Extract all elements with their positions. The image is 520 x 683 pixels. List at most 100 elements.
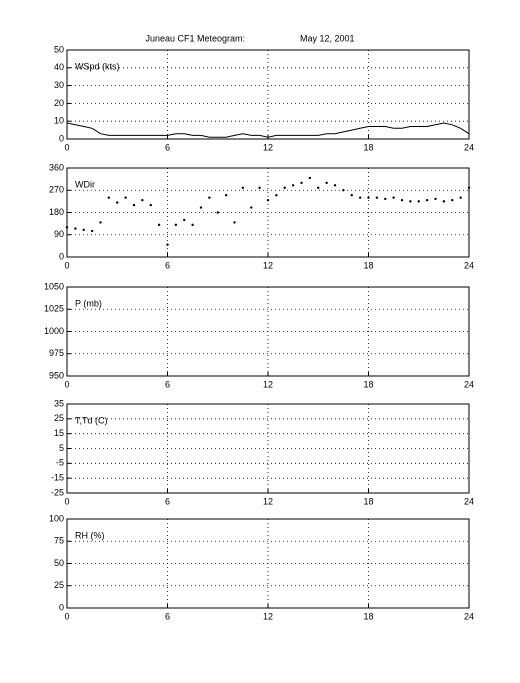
series-point: [317, 186, 320, 189]
x-tick-label: 18: [363, 142, 373, 152]
series-point: [375, 196, 379, 199]
y-tick-label: 30: [54, 80, 64, 90]
series-point: [308, 176, 312, 180]
series-point: [451, 198, 454, 202]
series-line: [66, 122, 470, 138]
x-tick-label: 18: [363, 260, 373, 270]
x-tick-label: 12: [263, 142, 273, 152]
series-point: [224, 193, 228, 197]
series-point: [216, 211, 219, 214]
series-point: [275, 193, 278, 197]
y-tick-label: 1000: [44, 326, 64, 336]
y-tick-label: 40: [54, 62, 64, 72]
series-point: [392, 196, 395, 199]
series-point: [333, 184, 337, 187]
y-tick-label: 0: [59, 251, 64, 261]
y-tick-label: 950: [49, 370, 64, 380]
x-tick-label: 12: [263, 379, 273, 389]
y-tick-label: 5: [59, 443, 64, 453]
series-point: [82, 228, 85, 232]
series-point: [183, 218, 186, 222]
series-point: [350, 193, 353, 197]
y-tick-label: 25: [54, 580, 64, 590]
series-point: [367, 196, 370, 199]
series-point: [409, 200, 412, 203]
series-point: [459, 196, 462, 199]
y-tick-label: 25: [54, 413, 64, 423]
x-tick-label: 18: [363, 379, 373, 389]
series-point: [342, 189, 345, 192]
y-tick-label: 1025: [44, 304, 64, 314]
x-tick-label: 24: [464, 142, 474, 152]
x-tick-label: 6: [165, 611, 170, 621]
x-tick-label: 24: [464, 611, 474, 621]
series-point: [107, 196, 111, 199]
series-point: [166, 243, 169, 246]
y-tick-label: 10: [54, 116, 64, 126]
series-point: [300, 181, 303, 185]
y-tick-label: 15: [54, 428, 64, 438]
x-tick-label: 24: [464, 496, 474, 506]
figure-title: Juneau CF1 Meteogram:: [145, 33, 245, 43]
y-tick-label: -25: [51, 487, 64, 497]
x-tick-label: 0: [64, 611, 69, 621]
x-tick-label: 0: [64, 260, 69, 270]
y-tick-label: -15: [51, 473, 64, 483]
series-point: [325, 181, 328, 185]
y-tick-label: 35: [54, 398, 64, 408]
series-point: [250, 206, 253, 209]
x-tick-label: 6: [165, 260, 170, 270]
x-tick-label: 0: [64, 379, 69, 389]
y-tick-label: 90: [54, 229, 64, 239]
y-tick-label: 0: [59, 133, 64, 143]
x-tick-label: 18: [363, 611, 373, 621]
series-point: [199, 206, 203, 209]
series-point: [132, 203, 136, 207]
series-point: [124, 196, 127, 199]
y-tick-label: 0: [59, 602, 64, 612]
series-point: [141, 198, 144, 202]
y-tick-label: 50: [54, 44, 64, 54]
x-tick-label: 6: [165, 142, 170, 152]
series-point: [174, 223, 178, 227]
y-tick-label: 975: [49, 348, 64, 358]
x-tick-label: 24: [464, 379, 474, 389]
panel-label: T,Td (C): [75, 415, 108, 425]
panel-label: WSpd (kts): [75, 61, 120, 71]
series-point: [90, 229, 94, 233]
series-point: [149, 203, 152, 207]
y-tick-label: -5: [56, 458, 64, 468]
panel-label: WDir: [75, 179, 95, 189]
series-point: [384, 197, 387, 201]
x-tick-label: 12: [263, 611, 273, 621]
series-point: [417, 200, 420, 203]
x-tick-label: 0: [64, 496, 69, 506]
figure-date: May 12, 2001: [300, 33, 355, 43]
y-tick-label: 270: [49, 185, 64, 195]
series-point: [208, 196, 211, 199]
panel-label: RH (%): [75, 530, 105, 540]
y-tick-label: 360: [49, 162, 64, 172]
y-tick-label: 50: [54, 558, 64, 568]
y-tick-label: 20: [54, 98, 64, 108]
panel-label: P (mb): [75, 298, 102, 308]
x-tick-label: 6: [165, 379, 170, 389]
series-point: [65, 226, 69, 229]
x-tick-label: 12: [263, 496, 273, 506]
series-point: [400, 198, 404, 202]
y-tick-label: 100: [49, 513, 64, 523]
series-point: [191, 223, 194, 227]
series-point: [283, 186, 286, 189]
series-point: [467, 186, 471, 189]
series-point: [266, 198, 270, 202]
x-tick-label: 24: [464, 260, 474, 270]
series-point: [233, 221, 236, 224]
x-tick-label: 0: [64, 142, 69, 152]
y-tick-label: 180: [49, 207, 64, 217]
series-point: [74, 227, 77, 230]
x-tick-label: 18: [363, 496, 373, 506]
series-point: [258, 186, 261, 189]
series-point: [358, 196, 362, 199]
